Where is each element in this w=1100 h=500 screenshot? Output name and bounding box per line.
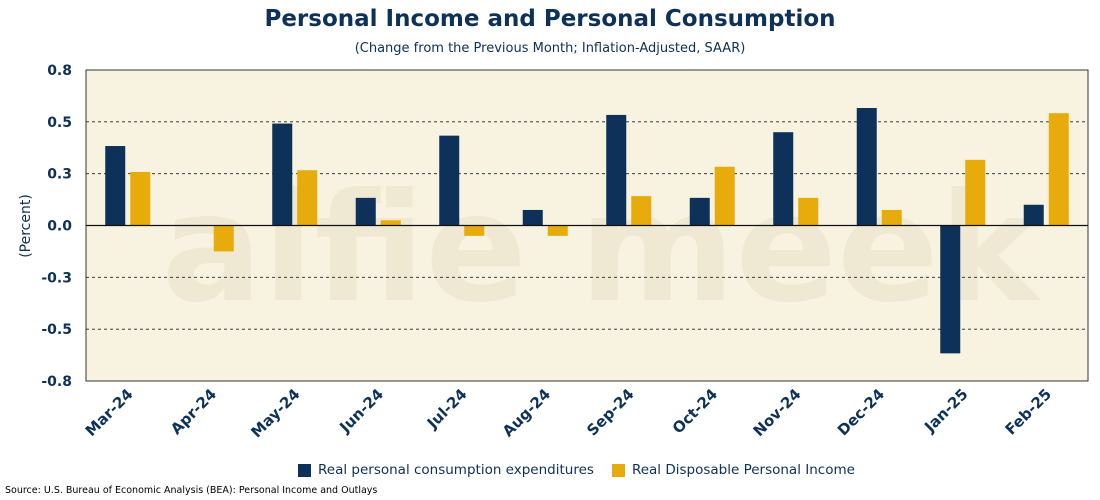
source-note: Source: U.S. Bureau of Economic Analysis… bbox=[5, 485, 378, 496]
bar-income bbox=[881, 209, 902, 226]
bar-chart: alfie meek 0.8 0.5 0.3 0.0 -0.3 -0.5 -0.8 Mar-… bbox=[18, 63, 1089, 441]
bars bbox=[86, 108, 1088, 354]
x-tick-label: Jun-24 bbox=[335, 385, 387, 437]
bar-pce bbox=[773, 132, 794, 226]
x-tick-label: Apr-24 bbox=[167, 385, 220, 438]
bar-income bbox=[631, 196, 652, 226]
y-tick-label: 0.3 bbox=[47, 167, 72, 183]
bar-pce bbox=[606, 114, 627, 226]
y-axis-ticks: 0.8 0.5 0.3 0.0 -0.3 -0.5 -0.8 bbox=[41, 63, 72, 390]
bar-pce bbox=[439, 135, 460, 226]
x-tick-label: May-24 bbox=[247, 385, 303, 441]
bar-income bbox=[130, 171, 151, 226]
x-tick-label: Jul-24 bbox=[423, 385, 471, 433]
chart-subtitle: (Change from the Previous Month; Inflati… bbox=[354, 41, 746, 56]
bar-income bbox=[297, 170, 318, 226]
bar-pce bbox=[689, 197, 710, 226]
bar-pce bbox=[355, 197, 376, 226]
bar-income bbox=[798, 197, 819, 226]
x-tick-label: Aug-24 bbox=[499, 385, 554, 440]
bar-income bbox=[1048, 113, 1069, 226]
bar-pce bbox=[522, 209, 543, 226]
legend-swatch-income bbox=[611, 463, 625, 477]
gridlines bbox=[86, 121, 1088, 330]
bar-income bbox=[213, 225, 234, 252]
legend-item-pce: Real personal consumption expenditures bbox=[298, 462, 594, 478]
bar-pce bbox=[272, 123, 293, 226]
bar-pce bbox=[105, 146, 126, 226]
bar-pce bbox=[1023, 204, 1044, 226]
y-tick-label: -0.3 bbox=[41, 270, 72, 286]
legend: Real personal consumption expenditures R… bbox=[298, 462, 873, 478]
bar-pce bbox=[940, 225, 961, 354]
y-axis-label: (Percent) bbox=[18, 194, 34, 258]
bar-income bbox=[714, 166, 735, 226]
bar-income bbox=[464, 225, 485, 236]
bar-income bbox=[547, 225, 568, 236]
y-tick-label: -0.8 bbox=[41, 374, 72, 390]
y-tick-label: 0.0 bbox=[47, 219, 72, 235]
legend-item-income: Real Disposable Personal Income bbox=[611, 462, 855, 478]
y-tick-label: 0.5 bbox=[47, 115, 72, 131]
x-tick-label: Oct-24 bbox=[669, 385, 721, 437]
bar-income bbox=[380, 220, 401, 226]
x-tick-label: Sep-24 bbox=[583, 385, 637, 439]
y-tick-label: 0.8 bbox=[47, 63, 72, 79]
x-axis-ticks: Mar-24 Apr-24 May-24 Jun-24 Jul-24 Aug-24 Sep-… bbox=[82, 385, 1055, 441]
x-tick-label: Nov-24 bbox=[750, 385, 805, 440]
chart-title: Personal Income and Personal Consumption bbox=[264, 6, 836, 32]
bar-income bbox=[965, 159, 986, 226]
legend-label-income: Real Disposable Personal Income bbox=[631, 462, 855, 478]
x-tick-label: Mar-24 bbox=[82, 385, 137, 440]
x-tick-label: Jan-25 bbox=[920, 385, 971, 436]
y-tick-label: -0.5 bbox=[41, 322, 72, 338]
legend-swatch-pce bbox=[298, 463, 311, 477]
x-tick-label: Feb-25 bbox=[1002, 385, 1055, 438]
legend-label-pce: Real personal consumption expenditures bbox=[318, 462, 594, 478]
watermark: alfie meek bbox=[161, 162, 1042, 336]
bar-pce bbox=[856, 108, 877, 226]
x-tick-label: Dec-24 bbox=[834, 385, 888, 439]
